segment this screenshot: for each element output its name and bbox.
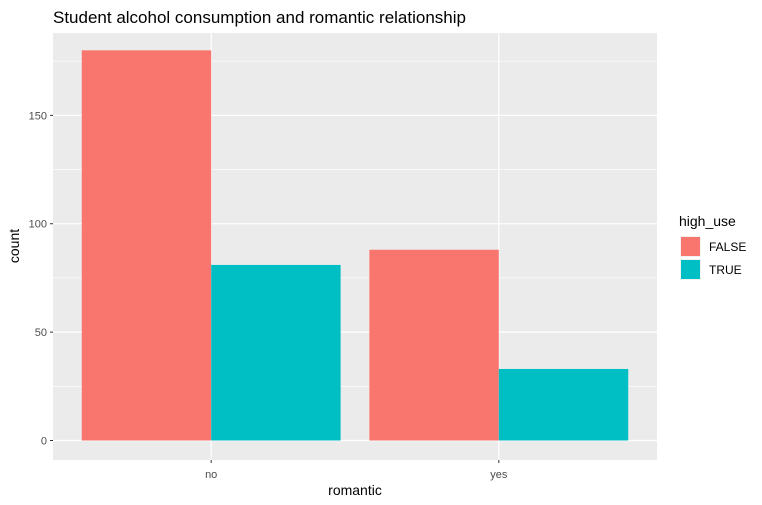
y-tick-label: 50 bbox=[35, 327, 47, 339]
bar-no-FALSE bbox=[81, 50, 212, 441]
legend-label-TRUE: TRUE bbox=[709, 263, 742, 277]
legend-label-FALSE: FALSE bbox=[709, 240, 746, 254]
legend-key-TRUE bbox=[681, 260, 700, 279]
y-axis-title: count bbox=[6, 229, 22, 263]
legend: high_use FALSE TRUE bbox=[679, 213, 746, 280]
y-tick-label: 100 bbox=[29, 219, 47, 231]
legend-title: high_use bbox=[679, 213, 736, 229]
x-axis-title: romantic bbox=[328, 482, 382, 498]
x-tick-label: no bbox=[205, 469, 217, 481]
y-axis: 0 50 100 150 bbox=[29, 110, 53, 447]
legend-key-FALSE bbox=[681, 237, 700, 256]
bars bbox=[81, 50, 629, 441]
bar-yes-TRUE bbox=[498, 368, 629, 441]
chart-title: Student alcohol consumption and romantic… bbox=[53, 8, 466, 27]
bar-no-TRUE bbox=[211, 264, 341, 441]
x-tick-label: yes bbox=[490, 469, 508, 481]
x-axis: no yes bbox=[205, 460, 508, 481]
bar-yes-FALSE bbox=[369, 249, 499, 441]
y-tick-label: 0 bbox=[41, 435, 47, 447]
y-tick-label: 150 bbox=[29, 110, 47, 122]
